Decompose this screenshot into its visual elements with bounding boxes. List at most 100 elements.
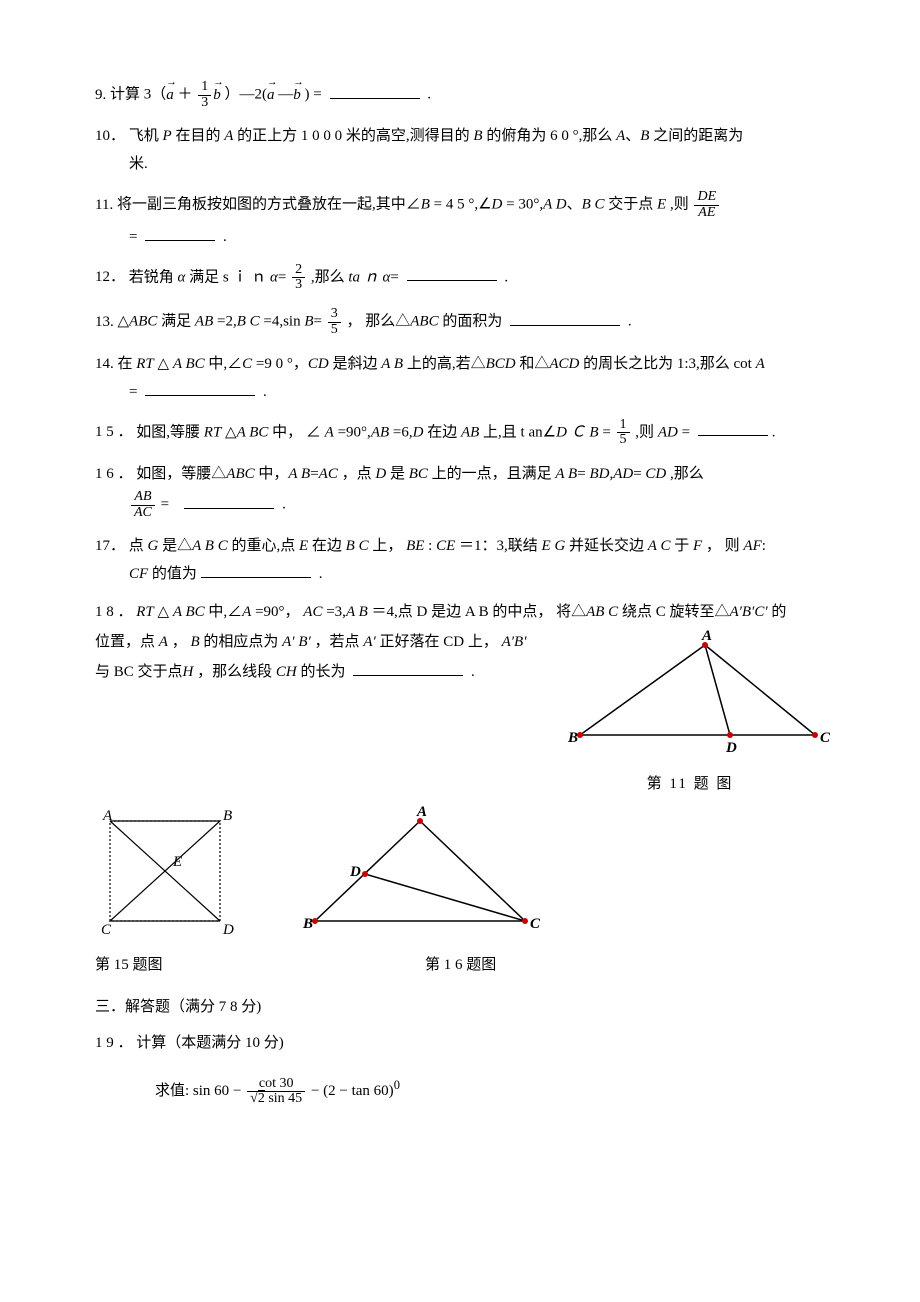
q9-plus: ＋ bbox=[178, 87, 193, 103]
q15-eq2: = bbox=[682, 424, 690, 440]
q11-AD: A D bbox=[543, 197, 566, 213]
figure-15-svg: A B C D E bbox=[95, 806, 245, 941]
q17-CE: CE bbox=[436, 538, 455, 554]
q9-tail: . bbox=[427, 87, 431, 103]
q11-B: B bbox=[421, 197, 430, 213]
q14-ACD: ACD bbox=[549, 356, 579, 372]
q18-Ap2: A′ bbox=[363, 634, 375, 650]
q12-tail: . bbox=[504, 269, 508, 285]
q16-AD: AD bbox=[613, 466, 633, 482]
q18-t3: =90°， bbox=[255, 604, 303, 620]
q16-t6: ,那么 bbox=[670, 466, 704, 482]
q15-RT: RT bbox=[204, 424, 222, 440]
q16-blank bbox=[184, 493, 274, 509]
q18-line2: A B C D 第 11 题 图 位置，点 A ， B 的相应点为 A′ B′ … bbox=[95, 630, 830, 654]
q14-t5: 是斜边 bbox=[332, 356, 381, 372]
q16-CD: CD bbox=[645, 466, 666, 482]
q17-t1: 点 bbox=[129, 538, 148, 554]
q14-blank bbox=[145, 380, 255, 396]
q12-alpha: α bbox=[178, 269, 186, 285]
q13-t3: =2, bbox=[217, 314, 237, 330]
q12-fden: 3 bbox=[292, 278, 305, 293]
q18-t6: 绕点 C 旋转至△ bbox=[622, 604, 730, 620]
q18-AB2: AB bbox=[586, 604, 604, 620]
q11-t5: ,则 bbox=[670, 197, 689, 213]
q15-t2: △ bbox=[225, 424, 237, 440]
q15-AB2: AB bbox=[461, 424, 479, 440]
q18-t10: ，若点 bbox=[315, 634, 364, 650]
q10-B: B bbox=[473, 128, 482, 144]
q15-t7: 上,且 t an∠ bbox=[483, 424, 556, 440]
q17-G: G bbox=[148, 538, 159, 554]
q17-t5: 上， bbox=[372, 538, 406, 554]
q17-t3: 的重心,点 bbox=[231, 538, 299, 554]
q16-BC: BC bbox=[409, 466, 428, 482]
q18-t2: 中,∠ bbox=[208, 604, 242, 620]
q18-CH: CH bbox=[276, 664, 297, 680]
figure-16-svg: A B C D bbox=[295, 806, 545, 941]
q17-t7: ＝1：3,联结 bbox=[459, 538, 542, 554]
q17-AC2: A C bbox=[648, 538, 671, 554]
q15-tail: . bbox=[772, 424, 776, 440]
q12-fnum: 2 bbox=[292, 263, 305, 279]
q19-cot30: cot 30 bbox=[247, 1077, 305, 1093]
q11-BC: B C bbox=[582, 197, 605, 213]
q9-t2: ）—2( bbox=[225, 87, 268, 103]
q16-D: D bbox=[375, 466, 386, 482]
q18-t4: =3, bbox=[326, 604, 346, 620]
question-12: 12． 若锐角 α 满足 s ｉ ｎ α= 23 ,那么 ta ｎ α= . bbox=[95, 263, 830, 293]
q19-sin60: sin 60 bbox=[193, 1083, 229, 1099]
fig16-D: D bbox=[349, 864, 361, 880]
q10-P: P bbox=[163, 128, 172, 144]
q12-blank bbox=[407, 265, 497, 281]
q11-fnum: DE bbox=[694, 190, 719, 206]
q16-tail: . bbox=[282, 497, 286, 513]
q14-t1: 在 bbox=[118, 356, 137, 372]
q16-AC: AC bbox=[319, 466, 338, 482]
fig11-B: B bbox=[567, 730, 578, 746]
q10-t1: 飞机 bbox=[129, 128, 163, 144]
q14-t8: 的周长之比为 1:3,那么 cot bbox=[583, 356, 756, 372]
q10-t5: 之间的距离为 bbox=[653, 128, 743, 144]
q14-ABC: A BC bbox=[173, 356, 205, 372]
q18-blank bbox=[353, 660, 463, 676]
q12-tan: ta ｎ bbox=[348, 269, 378, 285]
q17-t9: 于 bbox=[674, 538, 693, 554]
q14-BCD: BCD bbox=[486, 356, 516, 372]
figure-11: A B C D 第 11 题 图 bbox=[550, 630, 830, 796]
q18-ABp: A′B′C′ bbox=[729, 604, 767, 620]
q14-num: 14. bbox=[95, 352, 114, 376]
q11-tail: . bbox=[223, 229, 227, 245]
q14-C: C bbox=[242, 356, 252, 372]
q11-eq: = bbox=[129, 229, 137, 245]
vec-a: a bbox=[166, 83, 174, 107]
q14-t3: 中,∠ bbox=[208, 356, 242, 372]
q11-t1: 将一副三角板按如图的方式叠放在一起,其中∠ bbox=[117, 197, 421, 213]
q16-AB2: A B bbox=[555, 466, 577, 482]
q16-t4: 是 bbox=[390, 466, 409, 482]
q9-t1: 计算 3（ bbox=[110, 87, 166, 103]
q14-indent: = . bbox=[95, 380, 830, 404]
question-16: 1 6 ． 如图，等腰△ABC 中，A B=AC ，点 D 是 BC 上的一点，… bbox=[95, 462, 830, 520]
q16-eq4: = bbox=[161, 497, 169, 513]
q13-tail: . bbox=[628, 314, 632, 330]
fig15-E: E bbox=[172, 854, 182, 870]
fig11-C: C bbox=[820, 730, 830, 746]
q19-t1: 计算（本题满分 10 分) bbox=[136, 1035, 284, 1051]
fig16-A: A bbox=[416, 806, 427, 820]
q13-t4: =4,sin bbox=[263, 314, 304, 330]
fig15-A: A bbox=[102, 808, 113, 824]
fig11-A: A bbox=[701, 630, 712, 644]
q15-t8: ,则 bbox=[635, 424, 658, 440]
fig16-B: B bbox=[302, 916, 313, 932]
q15-eq: = bbox=[602, 424, 610, 440]
q18-line2a: 位置，点 bbox=[95, 634, 159, 650]
q13-fnum: 3 bbox=[328, 307, 341, 323]
q18-t9: 的相应点为 bbox=[203, 634, 282, 650]
q15-num: 1 5 ． bbox=[95, 420, 133, 444]
q17-t2: 是△ bbox=[162, 538, 192, 554]
q17-ABC: A B C bbox=[192, 538, 228, 554]
q11-E: E bbox=[657, 197, 666, 213]
q16-num: 1 6 ． bbox=[95, 462, 133, 486]
question-17: 17． 点 G 是△A B C 的重心,点 E 在边 B C 上， BE : C… bbox=[95, 534, 830, 586]
